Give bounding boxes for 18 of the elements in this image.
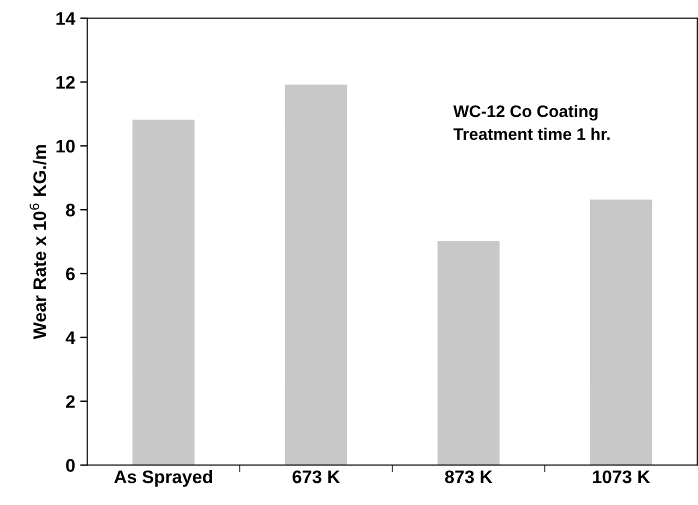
y-tick-label: 6 [66,268,75,280]
y-axis-title: Wear Rate x 10$^{6}$ KG./m [30,145,46,340]
y-tick-label: 2 [66,395,75,408]
bar [132,120,195,466]
bar [590,200,652,466]
y-tick-label: 4 [66,332,76,344]
bar [437,241,500,466]
y-tick-label: 8 [66,204,75,216]
y-tick-label: 10 [56,140,75,153]
x-tick-label: 1073 K [593,470,650,484]
y-tick-label: 12 [56,76,75,89]
x-tick-label: 873 K [445,470,492,484]
x-tick-label: As Sprayed [114,470,212,487]
bar [284,84,348,466]
y-tick-label: 0 [66,459,75,472]
x-tick-label: 673 K [292,470,340,484]
y-tick-label: 14 [56,12,76,25]
annotation: WC-12 Co Coating Treatment time 1 hr. [453,104,610,140]
